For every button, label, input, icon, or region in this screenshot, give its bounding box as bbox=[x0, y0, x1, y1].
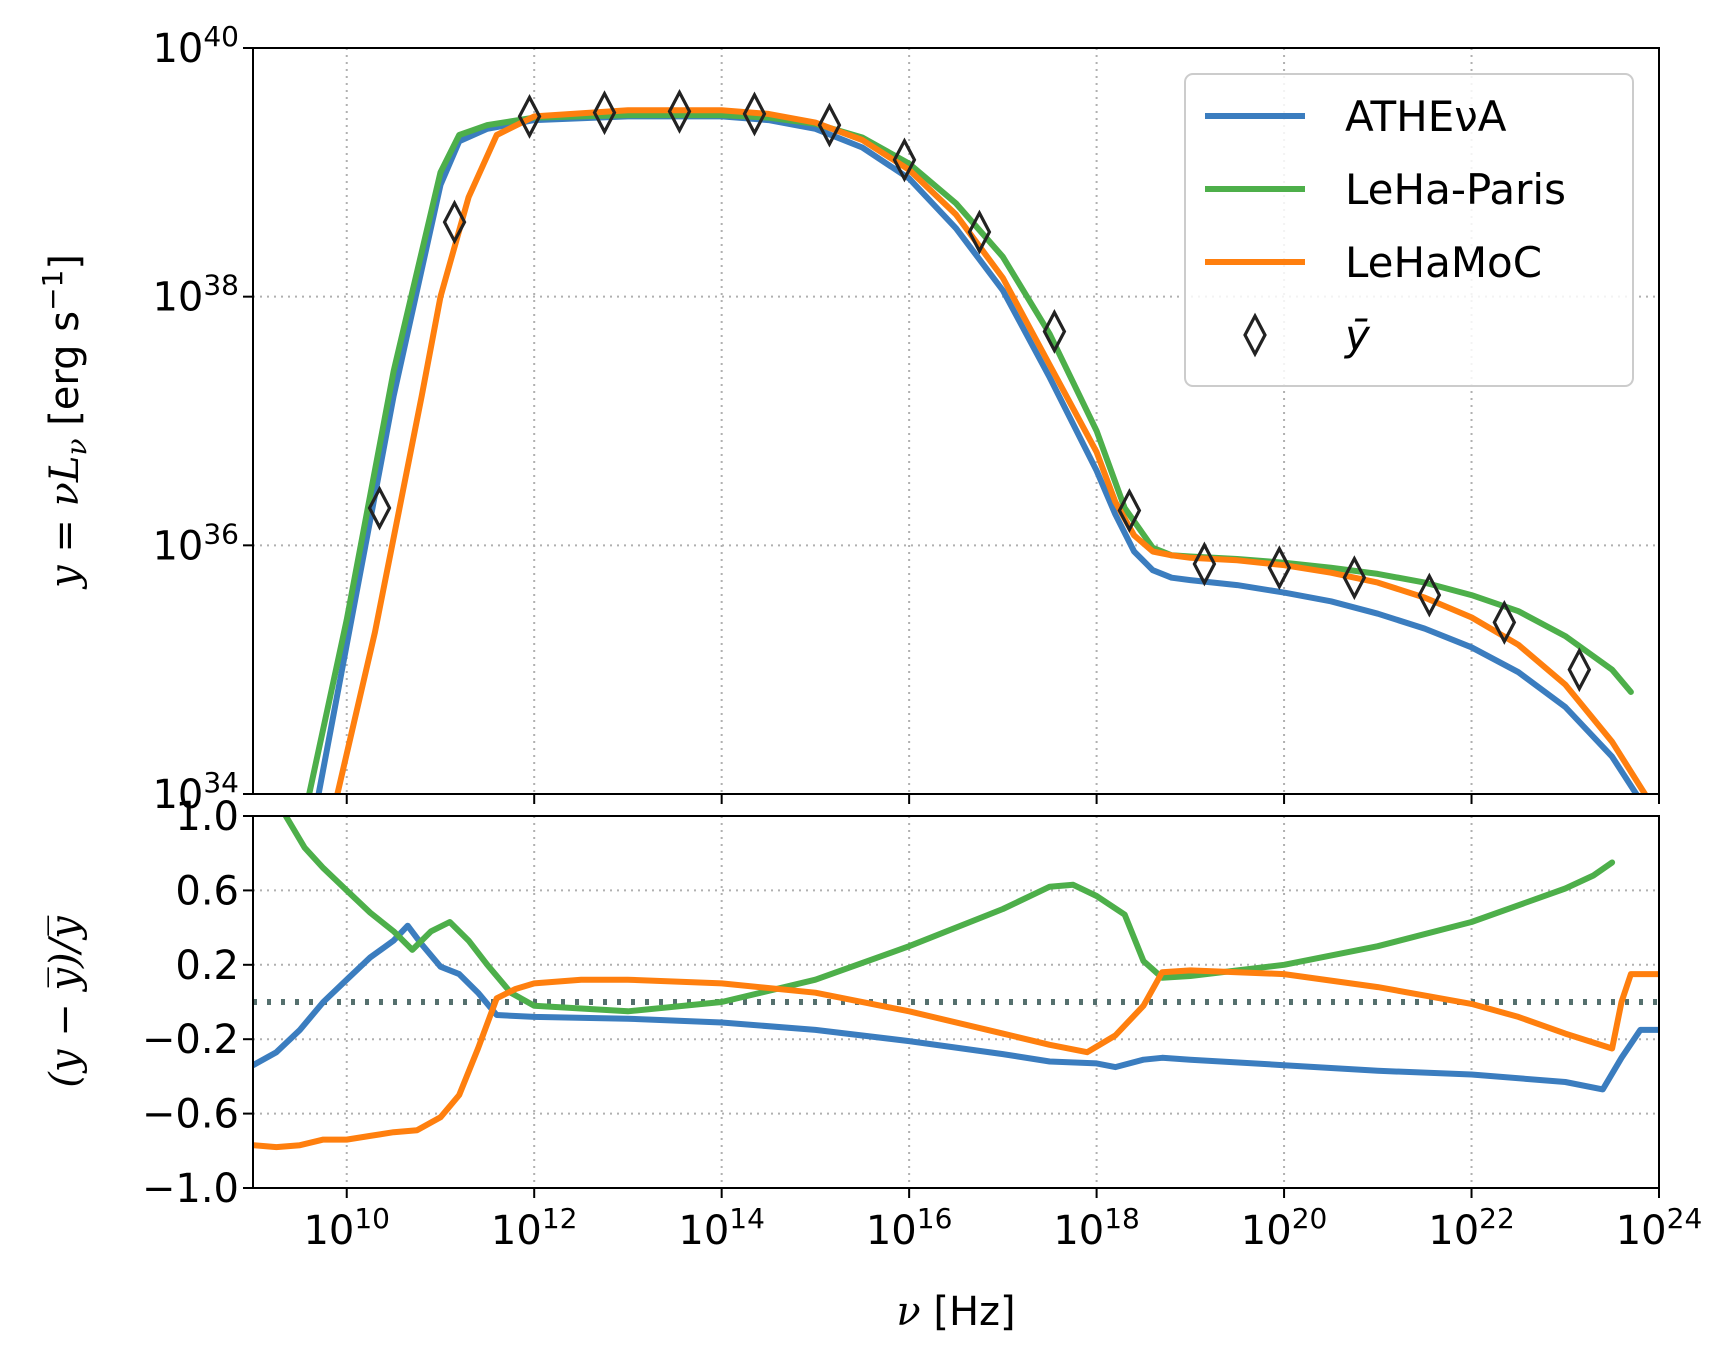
bottom-plot-frame bbox=[252, 815, 1660, 1189]
top-markers bbox=[367, 88, 1592, 693]
ybar-marker bbox=[1117, 488, 1142, 533]
legend-label-lehamoc: LeHaMoC bbox=[1345, 238, 1542, 287]
ybar-marker bbox=[667, 88, 692, 134]
bottom-ytick-label: 1.0 bbox=[175, 794, 239, 840]
ybar-marker bbox=[1492, 599, 1517, 645]
legend-label-athena: ATHEνA bbox=[1345, 92, 1507, 141]
top-series-line-athena bbox=[315, 113, 1640, 794]
ybar-marker bbox=[517, 93, 542, 139]
ybar-marker bbox=[1267, 545, 1292, 591]
bottom-xtick-label: 1018 bbox=[1053, 1202, 1140, 1254]
ybar-marker bbox=[592, 90, 617, 136]
bottom-series-line-leha_paris bbox=[282, 816, 1616, 1015]
bottom-xtick-label: 1020 bbox=[1241, 1202, 1328, 1254]
legend-label-leha_paris: LeHa-Paris bbox=[1345, 165, 1566, 214]
legend-marker-ybar bbox=[1243, 312, 1267, 358]
ybar-marker bbox=[1567, 647, 1592, 693]
ybar-marker bbox=[742, 91, 767, 137]
bottom-panel: −1.0−0.6−0.20.20.61.0 1010 1012 1014 1016 10… bbox=[42, 794, 1702, 1335]
top-panel: 1034 1036 1038 1040 y = νLν [erg s−1] bbox=[36, 20, 1660, 818]
bottom-xtick-label: 1022 bbox=[1428, 1202, 1515, 1254]
legend-label-ybar: ȳ bbox=[1343, 311, 1371, 360]
top-ytick-label: 1034 bbox=[152, 766, 239, 818]
top-yticks: 1034 1036 1038 1040 bbox=[152, 20, 253, 818]
ybar-marker bbox=[442, 199, 467, 245]
top-xtick-marks bbox=[345, 794, 1660, 804]
top-plot-frame bbox=[252, 47, 1660, 795]
bottom-ytick-label: −0.2 bbox=[142, 1017, 239, 1063]
top-ytick-label: 1038 bbox=[152, 269, 239, 321]
top-ylabel: y = νLν [erg s−1] bbox=[36, 254, 93, 590]
legend: ATHEνA LeHa-Paris LeHaMoC ȳ bbox=[1184, 73, 1634, 387]
bottom-xtick-label: 1016 bbox=[866, 1202, 953, 1254]
bottom-series-line-lehamoc bbox=[253, 967, 1659, 1151]
bottom-ytick-label: −1.0 bbox=[142, 1166, 239, 1212]
ybar-marker bbox=[1417, 572, 1442, 618]
ybar-marker bbox=[1042, 309, 1067, 354]
ybar-marker bbox=[1342, 555, 1367, 601]
bottom-yticks: −1.0 −0.6 −0.2 0.2 0.6 1.0 bbox=[142, 794, 253, 1212]
bottom-xlabel: ν [Hz] bbox=[896, 1289, 1015, 1335]
ybar-marker bbox=[967, 209, 992, 255]
bottom-xtick-label: 1010 bbox=[303, 1202, 390, 1254]
bottom-xtick-label: 1024 bbox=[1616, 1202, 1703, 1254]
ybar-marker bbox=[367, 485, 392, 531]
bottom-ytick-label: 0.6 bbox=[175, 868, 239, 914]
bottom-xtick-label: 1014 bbox=[678, 1202, 765, 1254]
top-ytick-label: 1040 bbox=[152, 20, 239, 72]
ybar-marker bbox=[892, 137, 917, 183]
ybar-marker bbox=[817, 102, 842, 148]
bottom-ytick-label: −0.6 bbox=[142, 1092, 239, 1138]
top-ytick-label: 1036 bbox=[152, 517, 239, 569]
bottom-xticks: 1010 1012 1014 1016 1018 1020 1022 1024 bbox=[303, 1188, 1702, 1254]
legend-frame bbox=[1184, 73, 1634, 387]
bottom-xtick-label: 1012 bbox=[491, 1202, 578, 1254]
bottom-ylabel: (y − y̅)/y̅ bbox=[42, 915, 88, 1088]
bottom-ytick-label: 0.2 bbox=[175, 943, 239, 989]
bottom-series-line-athena bbox=[253, 922, 1659, 1093]
top-series-line-lehamoc bbox=[334, 107, 1648, 794]
bottom-series bbox=[253, 816, 1659, 1151]
ybar-marker bbox=[1192, 541, 1217, 587]
